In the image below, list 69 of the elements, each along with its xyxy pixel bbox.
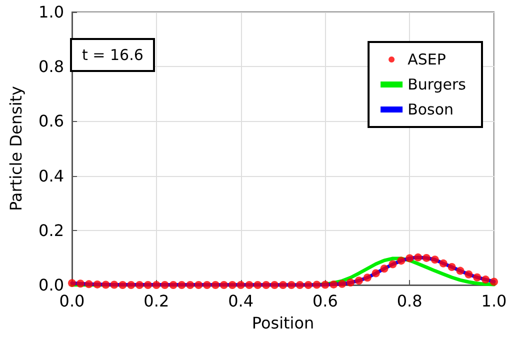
point [388, 260, 397, 268]
y-tick-label: 0.2 [38, 220, 64, 240]
point [186, 281, 194, 289]
point [102, 280, 110, 289]
point [490, 278, 498, 286]
point [68, 279, 76, 288]
point [448, 262, 456, 271]
point [236, 281, 245, 289]
point [178, 281, 186, 289]
x-tick-label: 0.8 [396, 292, 422, 310]
x-tick-label: 0.6 [312, 292, 338, 310]
point [464, 270, 473, 278]
y-axis-title: Particle Density [6, 86, 26, 212]
point [330, 280, 338, 288]
point [84, 280, 93, 288]
point [262, 281, 270, 289]
point [203, 281, 212, 289]
point [76, 280, 84, 288]
point [473, 273, 482, 282]
point [110, 280, 118, 289]
x-tick-label: 0.0 [59, 292, 85, 310]
y-tick-label: 0.6 [38, 112, 64, 131]
legend-label: ASEP [408, 50, 446, 68]
point [354, 276, 363, 285]
y-tick-label: 0.0 [38, 276, 64, 294]
point [136, 281, 144, 289]
point [456, 266, 464, 275]
point [406, 254, 414, 262]
point [346, 278, 355, 287]
point [245, 281, 254, 289]
point [270, 281, 279, 289]
point [160, 281, 169, 289]
point [279, 281, 287, 289]
point [127, 281, 136, 289]
point [287, 281, 296, 289]
point [380, 264, 388, 273]
point [118, 281, 127, 289]
point [169, 281, 178, 289]
y-tick-label: 0.4 [38, 166, 64, 186]
point [194, 281, 203, 289]
point [93, 280, 102, 288]
legend-label: Boson [408, 100, 454, 118]
point [304, 281, 312, 289]
point [254, 281, 262, 289]
point [312, 280, 321, 289]
point [363, 274, 372, 282]
point [338, 280, 346, 288]
point [321, 280, 330, 289]
point [414, 253, 422, 262]
point [482, 276, 490, 284]
point [211, 281, 220, 289]
point [430, 256, 439, 264]
y-tick-label: 0.8 [38, 57, 64, 76]
point [422, 254, 430, 262]
point [152, 281, 160, 289]
annotation: t = 16.6 [70, 38, 156, 72]
legend-label: Burgers [408, 76, 466, 94]
x-axis-title: Position [252, 314, 314, 332]
x-tick-label: 0.4 [228, 292, 254, 310]
y-tick-label: 1.0 [38, 2, 64, 22]
point [296, 281, 304, 289]
x-tick-label: 1.0 [481, 292, 507, 310]
x-tick-label: 0.2 [144, 292, 170, 310]
point [372, 269, 380, 278]
point [439, 259, 448, 268]
point [144, 281, 152, 289]
point [220, 281, 228, 289]
point [228, 281, 236, 289]
point [397, 256, 406, 265]
